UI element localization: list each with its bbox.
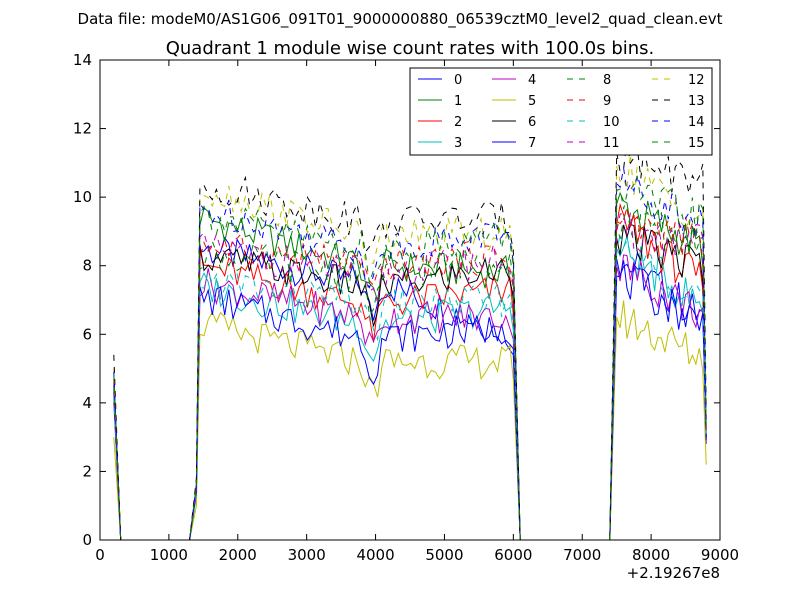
series-line-7 xyxy=(113,260,707,540)
series-line-3 xyxy=(113,235,707,540)
legend-label-14: 14 xyxy=(688,115,705,130)
chart-suptitle: Data file: modeM0/AS1G06_091T01_90000008… xyxy=(78,10,723,29)
x-tick-label: 7000 xyxy=(563,546,601,564)
legend-label-5: 5 xyxy=(528,94,536,109)
y-tick-label: 0 xyxy=(82,531,92,549)
legend-label-2: 2 xyxy=(454,115,462,130)
x-tick-label: 6000 xyxy=(494,546,532,564)
x-tick-label: 1000 xyxy=(150,546,188,564)
y-tick-label: 14 xyxy=(73,51,92,69)
x-tick-label: 2000 xyxy=(219,546,257,564)
chart-title: Quadrant 1 module wise count rates with … xyxy=(166,38,655,59)
x-tick-label: 5000 xyxy=(425,546,463,564)
legend-box xyxy=(409,67,713,156)
legend-label-1: 1 xyxy=(454,94,462,109)
legend-label-15: 15 xyxy=(688,136,705,151)
series-line-11 xyxy=(113,212,707,540)
legend-label-12: 12 xyxy=(688,73,705,88)
plot-frame xyxy=(99,59,721,541)
y-tick-label: 2 xyxy=(82,462,92,480)
series-line-5 xyxy=(113,300,707,540)
legend-label-6: 6 xyxy=(528,115,536,130)
y-tick-label: 10 xyxy=(73,188,92,206)
legend-label-7: 7 xyxy=(528,136,536,151)
x-tick-label: 3000 xyxy=(288,546,326,564)
legend-label-3: 3 xyxy=(454,136,462,151)
legend-label-8: 8 xyxy=(603,73,611,88)
y-tick-label: 8 xyxy=(82,257,92,275)
x-axis-offset-label: +2.19267e8 xyxy=(627,564,720,582)
x-tick-label: 0 xyxy=(95,546,105,564)
series-line-1 xyxy=(113,191,707,540)
y-tick-label: 12 xyxy=(73,120,92,138)
x-tick-label: 9000 xyxy=(701,546,739,564)
y-tick-label: 6 xyxy=(82,325,92,343)
series-line-4 xyxy=(113,254,707,540)
y-tick-label: 4 xyxy=(82,394,92,412)
legend-label-0: 0 xyxy=(454,73,462,88)
series-line-14 xyxy=(113,167,707,540)
legend-label-9: 9 xyxy=(603,94,611,109)
x-tick-label: 8000 xyxy=(632,546,670,564)
series-line-9 xyxy=(113,207,707,540)
legend-label-11: 11 xyxy=(603,136,620,151)
series-line-15 xyxy=(113,175,707,540)
x-tick-label: 4000 xyxy=(356,546,394,564)
legend-label-13: 13 xyxy=(688,94,705,109)
legend-label-4: 4 xyxy=(528,73,536,88)
legend-label-10: 10 xyxy=(603,115,620,130)
